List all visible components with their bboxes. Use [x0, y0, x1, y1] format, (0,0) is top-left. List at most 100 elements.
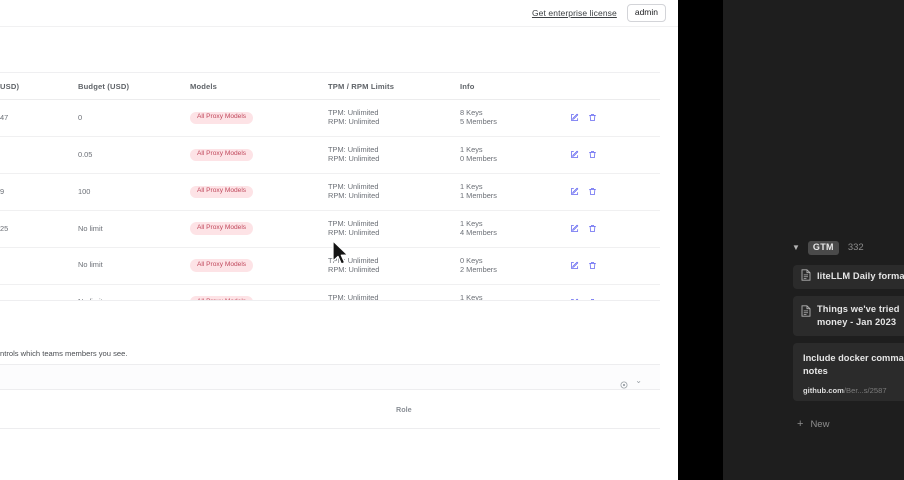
members-helper-text: ntrols which teams members you see.	[0, 349, 128, 358]
limit-tpm: TPM: Unlimited	[328, 144, 379, 154]
divider	[0, 300, 660, 301]
document-icon	[801, 268, 811, 286]
models-badge: All Proxy Models	[190, 185, 254, 198]
note-card[interactable]: liteLLM Daily forma	[793, 265, 904, 289]
gear-icon[interactable]	[620, 376, 628, 389]
cell-budget: No limit	[78, 247, 190, 285]
edit-icon[interactable]	[570, 224, 579, 233]
teams-table-body: 47 0 All Proxy Models TPM: Unlimited RPM: Un…	[0, 99, 660, 322]
cell-budget: No limit	[78, 210, 190, 248]
trash-icon[interactable]	[588, 261, 597, 270]
team-members-section: ntrols which teams members you see. ⌄ Ro…	[0, 300, 678, 480]
info-keys: 1 Keys	[460, 144, 483, 154]
column-header-limits[interactable]: TPM / RPM Limits	[328, 73, 460, 100]
trash-icon[interactable]	[588, 150, 597, 159]
notes-group-title[interactable]: GTM	[807, 241, 839, 255]
top-bar: Get enterprise license admin	[0, 0, 678, 27]
cell-models: All Proxy Models	[190, 247, 328, 285]
cell-actions	[570, 210, 660, 248]
trash-icon[interactable]	[588, 187, 597, 196]
info-members: 2 Members	[460, 265, 497, 275]
models-badge: All Proxy Models	[190, 148, 254, 161]
cell-actions	[570, 99, 660, 137]
trash-icon[interactable]	[588, 113, 597, 122]
chevron-down-icon[interactable]: ⌄	[635, 376, 642, 385]
column-header-budget[interactable]: Budget (USD)	[78, 73, 190, 100]
info-keys: 1 Keys	[460, 292, 483, 302]
notes-panel: ▼ GTM 332 liteLLM Daily forma Things we'…	[723, 0, 904, 480]
new-note-button[interactable]: + New	[797, 419, 829, 430]
content-spacer	[0, 27, 678, 73]
table-row[interactable]: 47 0 All Proxy Models TPM: Unlimited RPM: Un…	[0, 99, 660, 137]
cell-spend	[0, 247, 78, 285]
limit-tpm: TPM: Unlimited	[328, 108, 379, 117]
info-members: 0 Members	[460, 154, 497, 164]
limit-tpm: TPM: Unlimited	[328, 255, 379, 265]
limit-tpm: TPM: Unlimited	[328, 181, 379, 191]
limit-rpm: RPM: Unlimited	[328, 228, 380, 238]
info-keys: 1 Keys	[460, 218, 483, 228]
info-keys: 1 Keys	[460, 181, 483, 191]
members-table-header	[0, 399, 660, 429]
column-header-spend[interactable]: USD)	[0, 73, 78, 100]
note-link-url[interactable]: github.com/Ber...s/2587	[803, 387, 904, 395]
limit-rpm: RPM: Unlimited	[328, 191, 380, 201]
table-row[interactable]: 25 No limit All Proxy Models TPM: Unlimited…	[0, 210, 660, 248]
cell-budget: 0	[78, 99, 190, 137]
edit-icon[interactable]	[570, 187, 579, 196]
note-link-card[interactable]: Include docker comma notes github.com/Ber…	[793, 343, 904, 401]
models-badge: All Proxy Models	[190, 222, 254, 235]
edit-icon[interactable]	[570, 113, 579, 122]
note-card-title: liteLLM Daily forma	[817, 270, 904, 281]
cell-models: All Proxy Models	[190, 136, 328, 174]
cell-info: 1 Keys 0 Members	[460, 136, 570, 174]
column-header-info[interactable]: Info	[460, 73, 570, 100]
cell-spend: 47	[0, 99, 78, 137]
limit-rpm: RPM: Unlimited	[328, 117, 380, 127]
members-filter-bar[interactable]: ⌄	[0, 364, 660, 390]
table-header-row: USD) Budget (USD) Models TPM / RPM Limit…	[0, 73, 660, 100]
column-header-role[interactable]: Role	[396, 405, 412, 414]
cell-budget: 0.05	[78, 136, 190, 174]
table-row[interactable]: 0.05 All Proxy Models TPM: Unlimited RPM: U…	[0, 136, 660, 174]
note-link-path: /Ber...s/2587	[843, 385, 887, 395]
limit-rpm: RPM: Unlimited	[328, 154, 380, 164]
limit-rpm: RPM: Unlimited	[328, 265, 380, 275]
cell-models: All Proxy Models	[190, 99, 328, 137]
screen-gutter	[678, 0, 723, 480]
notes-group-header[interactable]: ▼ GTM 332	[792, 241, 864, 255]
table-row[interactable]: 9 100 All Proxy Models TPM: Unlimited RPM: U…	[0, 173, 660, 211]
cell-models: All Proxy Models	[190, 173, 328, 211]
divider	[0, 428, 660, 429]
trash-icon[interactable]	[588, 224, 597, 233]
cell-actions	[570, 173, 660, 211]
cell-actions	[570, 136, 660, 174]
cell-spend	[0, 136, 78, 174]
cell-actions	[570, 247, 660, 285]
divider	[0, 72, 660, 73]
teams-table-header: USD) Budget (USD) Models TPM / RPM Limit…	[0, 73, 660, 100]
cell-budget: 100	[78, 173, 190, 211]
get-enterprise-license-link[interactable]: Get enterprise license	[531, 8, 617, 18]
info-members: 4 Members	[460, 228, 497, 238]
models-badge: All Proxy Models	[190, 259, 254, 272]
edit-icon[interactable]	[570, 150, 579, 159]
cell-info: 1 Keys 1 Members	[460, 173, 570, 211]
admin-user-chip[interactable]: admin	[626, 4, 666, 22]
document-icon	[801, 304, 811, 328]
note-link-card-title: Include docker comma notes	[803, 353, 904, 377]
edit-icon[interactable]	[570, 261, 579, 270]
caret-down-icon[interactable]: ▼	[792, 243, 800, 252]
note-card[interactable]: Things we've tried money - Jan 2023	[793, 296, 904, 336]
notes-group-count: 332	[847, 242, 864, 254]
column-header-models[interactable]: Models	[190, 73, 328, 100]
plus-icon: +	[797, 418, 804, 430]
limit-tpm: TPM: Unlimited	[328, 292, 379, 302]
limit-tpm: TPM: Unlimited	[328, 218, 379, 228]
